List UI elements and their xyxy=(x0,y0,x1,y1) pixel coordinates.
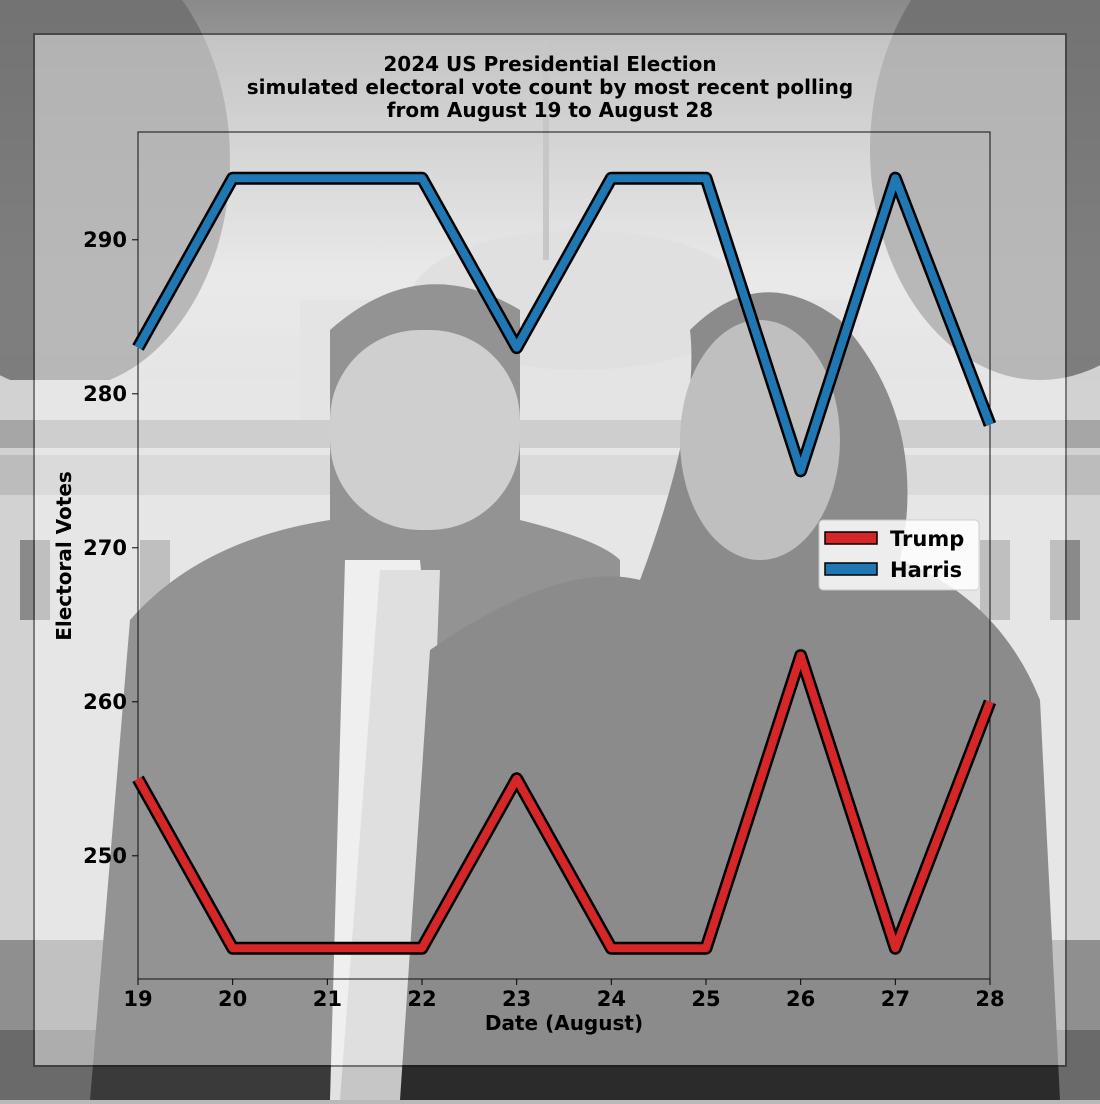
data-point-trump xyxy=(516,778,518,780)
title-line: 2024 US Presidential Election xyxy=(383,52,716,76)
legend-swatch xyxy=(824,562,878,576)
y-tick-label: 250 xyxy=(83,844,127,868)
x-tick-label: 25 xyxy=(691,987,720,1011)
x-tick-label: 24 xyxy=(597,987,626,1011)
data-point-harris xyxy=(894,177,896,179)
data-point-harris xyxy=(137,347,139,349)
legend-label: Harris xyxy=(890,558,962,582)
legend-label: Trump xyxy=(890,527,964,551)
data-point-trump xyxy=(989,701,991,703)
data-point-trump xyxy=(894,947,896,949)
data-point-harris xyxy=(516,347,518,349)
data-point-harris xyxy=(232,177,234,179)
data-point-trump xyxy=(705,947,707,949)
chart-title: 2024 US Presidential Election simulated … xyxy=(247,52,853,122)
x-tick-label: 26 xyxy=(786,987,815,1011)
y-tick-label: 280 xyxy=(83,382,127,406)
x-tick-label: 20 xyxy=(218,987,247,1011)
x-axis: 19 20 21 22 23 24 25 26 27 28 xyxy=(123,979,1005,1011)
x-tick-label: 21 xyxy=(313,987,342,1011)
series-line-harris xyxy=(134,174,994,475)
data-point-harris xyxy=(421,177,423,179)
data-point-trump xyxy=(137,778,139,780)
x-tick-label: 27 xyxy=(881,987,910,1011)
data-point-trump xyxy=(610,947,612,949)
data-point-harris xyxy=(705,177,707,179)
y-axis: 250 260 270 280 290 xyxy=(83,228,138,868)
data-point-trump xyxy=(421,947,423,949)
legend-swatch xyxy=(824,531,878,545)
title-line: simulated electoral vote count by most r… xyxy=(247,75,853,99)
plot-frame xyxy=(137,131,991,980)
data-point-harris xyxy=(326,177,328,179)
data-point-trump xyxy=(232,947,234,949)
data-point-harris xyxy=(610,177,612,179)
legend: Trump Harris xyxy=(818,519,980,591)
legend-item-trump: Trump xyxy=(824,527,964,551)
y-axis-label: Electoral Votes xyxy=(52,471,76,641)
series-layer xyxy=(132,171,997,955)
y-tick-label: 270 xyxy=(83,536,127,560)
legend-item-harris: Harris xyxy=(824,558,962,582)
x-axis-label: Date (August) xyxy=(485,1011,643,1035)
data-point-harris xyxy=(800,470,802,472)
data-point-trump xyxy=(326,947,328,949)
data-point-trump xyxy=(800,655,802,657)
y-tick-label: 290 xyxy=(83,228,127,252)
data-point-harris xyxy=(989,424,991,426)
y-tick-label: 260 xyxy=(83,690,127,714)
series-line-trump xyxy=(134,651,994,953)
x-tick-label: 22 xyxy=(407,987,436,1011)
x-tick-label: 23 xyxy=(502,987,531,1011)
x-tick-label: 19 xyxy=(123,987,152,1011)
title-line: from August 19 to August 28 xyxy=(387,98,713,122)
x-tick-label: 28 xyxy=(975,987,1004,1011)
